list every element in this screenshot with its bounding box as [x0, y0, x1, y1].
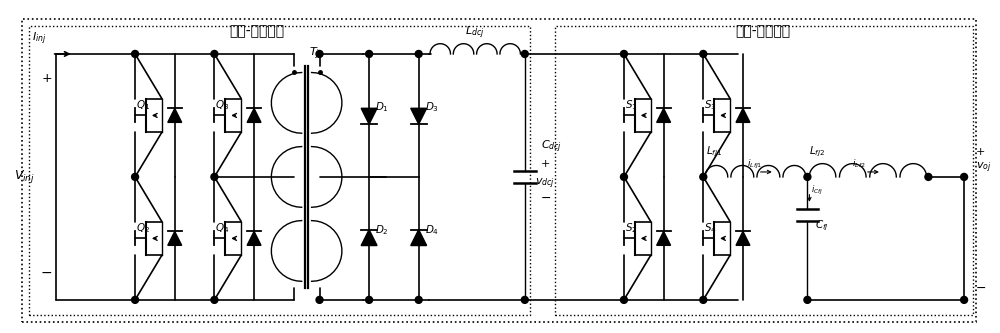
Polygon shape	[736, 109, 750, 122]
Polygon shape	[361, 108, 377, 124]
Circle shape	[415, 296, 422, 303]
Circle shape	[700, 173, 707, 180]
Text: 直流-交流后级: 直流-交流后级	[735, 24, 790, 38]
Text: $S_2$: $S_2$	[625, 221, 637, 235]
Circle shape	[366, 51, 373, 57]
Text: $Q_4$: $Q_4$	[215, 221, 230, 235]
Text: $T_j$: $T_j$	[309, 45, 320, 62]
Text: $S_1$: $S_1$	[625, 99, 638, 112]
Text: −: −	[541, 192, 551, 205]
Text: $v_{oj}$: $v_{oj}$	[976, 161, 991, 175]
Text: $D_3$: $D_3$	[425, 101, 439, 114]
Polygon shape	[411, 108, 427, 124]
Text: 直流-直流前级: 直流-直流前级	[229, 24, 285, 38]
Text: $D_2$: $D_2$	[375, 223, 389, 237]
Polygon shape	[361, 230, 377, 245]
Circle shape	[620, 296, 627, 303]
Text: $I_{inj}$: $I_{inj}$	[32, 30, 46, 47]
Text: $Q_1$: $Q_1$	[136, 99, 150, 112]
Circle shape	[925, 173, 932, 180]
Circle shape	[961, 173, 968, 180]
Circle shape	[804, 173, 811, 180]
Text: $D_1$: $D_1$	[375, 101, 389, 114]
Circle shape	[521, 51, 528, 57]
Circle shape	[700, 51, 707, 57]
Polygon shape	[657, 231, 671, 245]
Polygon shape	[657, 109, 671, 122]
Text: $i_{Lf2}$: $i_{Lf2}$	[852, 158, 866, 170]
Text: +: +	[976, 147, 985, 157]
Circle shape	[521, 296, 528, 303]
Circle shape	[132, 296, 139, 303]
Text: $L_{fj2}$: $L_{fj2}$	[809, 145, 826, 159]
Circle shape	[316, 51, 323, 57]
Polygon shape	[247, 231, 261, 245]
Text: $L_{dcj}$: $L_{dcj}$	[465, 25, 485, 41]
Circle shape	[132, 51, 139, 57]
Circle shape	[961, 296, 968, 303]
Circle shape	[366, 296, 373, 303]
Text: $C_{dcj}$: $C_{dcj}$	[541, 139, 562, 155]
Text: $Q_3$: $Q_3$	[215, 99, 230, 112]
Text: $L_{fj1}$: $L_{fj1}$	[706, 145, 723, 159]
Polygon shape	[168, 231, 182, 245]
Text: $D_4$: $D_4$	[425, 223, 439, 237]
Text: $V_{inj}$: $V_{inj}$	[14, 168, 34, 185]
Circle shape	[804, 296, 811, 303]
Circle shape	[211, 173, 218, 180]
Text: +: +	[541, 159, 550, 169]
Text: +: +	[41, 72, 52, 85]
Text: $C_{fj}$: $C_{fj}$	[815, 219, 829, 233]
Circle shape	[316, 296, 323, 303]
Circle shape	[211, 51, 218, 57]
Text: $i_{Cfj}$: $i_{Cfj}$	[811, 184, 823, 197]
Polygon shape	[247, 109, 261, 122]
Circle shape	[132, 173, 139, 180]
Text: $S_4$: $S_4$	[704, 221, 717, 235]
Circle shape	[620, 51, 627, 57]
Circle shape	[211, 296, 218, 303]
Text: $S_3$: $S_3$	[704, 99, 717, 112]
Polygon shape	[411, 230, 427, 245]
Circle shape	[620, 173, 627, 180]
Text: $Q_2$: $Q_2$	[136, 221, 150, 235]
Polygon shape	[736, 231, 750, 245]
Circle shape	[700, 296, 707, 303]
Circle shape	[415, 51, 422, 57]
Text: −: −	[976, 282, 986, 295]
Text: $i_{Lfj1}$: $i_{Lfj1}$	[747, 159, 762, 171]
Polygon shape	[168, 109, 182, 122]
Text: −: −	[41, 266, 53, 280]
Text: $v_{dcj}$: $v_{dcj}$	[535, 176, 555, 191]
